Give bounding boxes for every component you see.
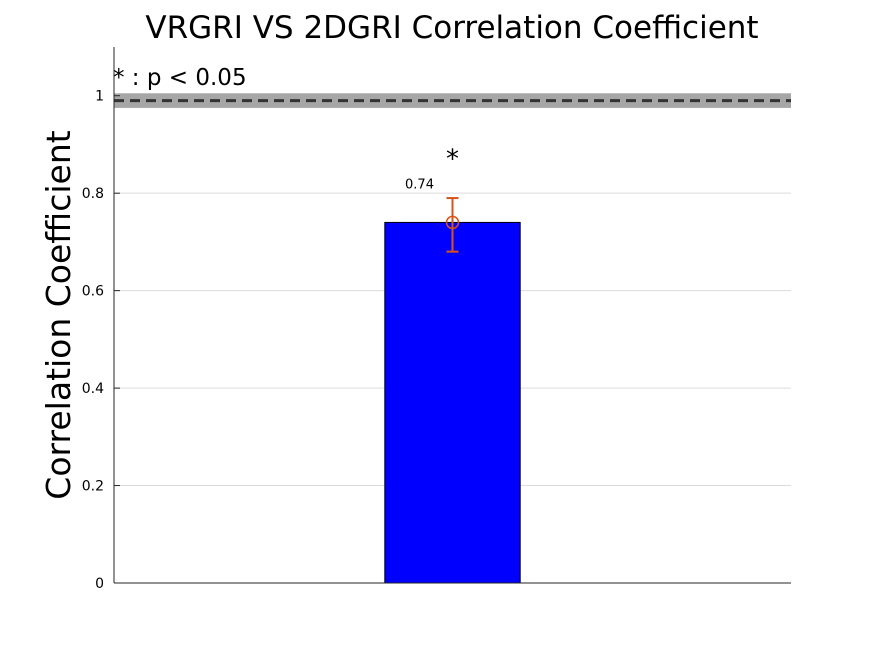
y-tick-label: 0.2 — [82, 479, 104, 495]
mean-marker — [445, 215, 460, 230]
chart-title: VRGRI VS 2DGRI Correlation Coefficient — [145, 10, 758, 46]
y-tick-label: 0.8 — [82, 186, 104, 202]
y-tick-label: 0.6 — [82, 284, 104, 300]
bar — [384, 221, 521, 584]
significance-star: * — [446, 144, 459, 174]
y-axis-label: Correlation Coefficient — [39, 130, 78, 499]
y-tick-label: 0 — [95, 576, 104, 592]
y-tick-label: 1 — [95, 89, 104, 105]
axes — [113, 47, 791, 584]
reference-line-group — [114, 93, 791, 108]
labels: 0 0.2 0.4 0.6 0.8 1 0.74 * — [82, 89, 459, 592]
bar-value-label: 0.74 — [405, 177, 434, 192]
significance-note: * : p < 0.05 — [113, 65, 247, 91]
bars — [384, 197, 521, 584]
y-tick-label: 0.4 — [82, 381, 104, 397]
